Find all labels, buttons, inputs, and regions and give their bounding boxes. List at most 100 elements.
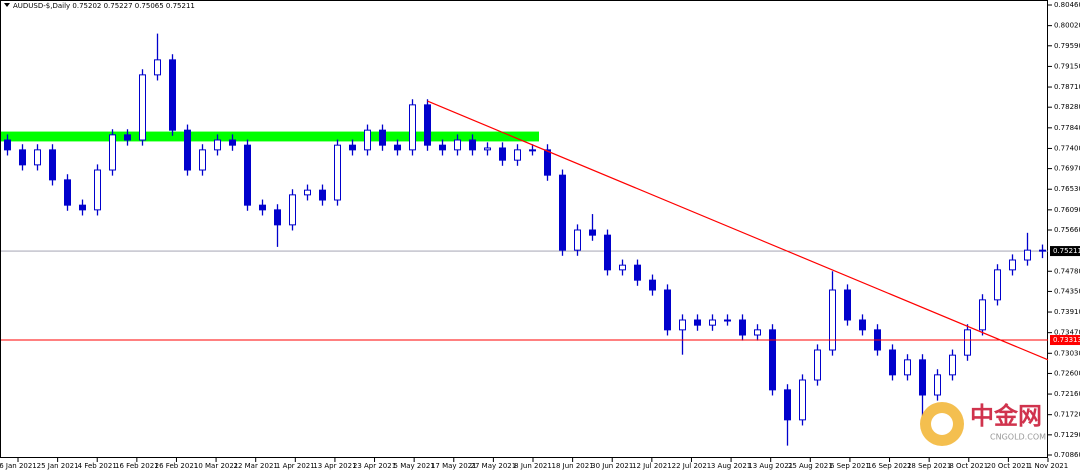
x-tick-label: 22 Jul 2021 (672, 462, 712, 470)
candle-body (634, 264, 641, 281)
x-tick-label: 28 Sep 2021 (907, 462, 951, 470)
candle-body (19, 149, 26, 166)
watermark-title: 中金网 (970, 402, 1042, 430)
watermark-subtitle: CNGOLD.COM (990, 433, 1046, 442)
candle-body (109, 134, 116, 171)
candle-body (424, 104, 431, 146)
x-tick-label: 25 Aug 2021 (788, 462, 833, 470)
candle-body (784, 389, 791, 421)
watermark-logo-inner (931, 413, 953, 435)
candle-body (379, 129, 386, 146)
candle-body (709, 319, 716, 326)
chart-title: AUDUSD-$,Daily 0.75202 0.75227 0.75065 0… (13, 2, 195, 10)
x-tick-label: 8 Jun 2021 (514, 462, 552, 470)
x-tick-label: 16 Sep 2021 (867, 462, 911, 470)
candle-body (529, 149, 536, 152)
candle-body (484, 147, 491, 151)
price-box (1050, 335, 1080, 346)
candle-body (1009, 259, 1016, 271)
x-tick-label: 10 Mar 2021 (194, 462, 238, 470)
x-tick-label: 5 May 2021 (394, 462, 435, 470)
y-tick-label: 0.70860 (1054, 451, 1080, 459)
candle-body (184, 129, 191, 171)
trendline (427, 100, 1049, 361)
candle-body (1039, 249, 1046, 252)
candle-body (949, 354, 956, 376)
candle-body (994, 269, 1001, 301)
candle-body (229, 139, 236, 146)
candle-body (799, 379, 806, 421)
candle-body (574, 229, 581, 251)
candle-body (724, 319, 731, 322)
candle-body (649, 279, 656, 291)
candle-body (34, 149, 41, 166)
x-tick-label: 17 May 2021 (431, 462, 477, 470)
x-tick-label: 4 Feb 2021 (78, 462, 117, 470)
candle-body (244, 144, 251, 206)
x-tick-label: 25 Jan 2021 (37, 462, 79, 470)
candle-body (124, 134, 131, 141)
candle-body (139, 74, 146, 141)
candle-body (4, 139, 11, 151)
candle-body (844, 289, 851, 321)
candle-body (79, 204, 86, 211)
menu-icon (4, 3, 10, 7)
candle-body (589, 229, 596, 236)
candle-body (259, 204, 266, 211)
x-tick-label: 13 Aug 2021 (748, 462, 793, 470)
x-tick-label: 30 Jun 2021 (591, 462, 633, 470)
candle-body (679, 319, 686, 331)
candle-body (94, 169, 101, 211)
candle-body (439, 144, 446, 151)
x-tick-label: 6 Sep 2021 (830, 462, 870, 470)
candle-body (859, 319, 866, 331)
candle-body (664, 289, 671, 331)
price-box-label: 0.75211 (1053, 247, 1080, 255)
x-tick-label: 16 Feb 2021 (115, 462, 159, 470)
candle-body (739, 319, 746, 336)
candle-body (934, 374, 941, 396)
candle-body (889, 349, 896, 376)
x-tick-label: 23 Apr 2021 (353, 462, 396, 470)
x-tick-label: 22 Mar 2021 (233, 462, 277, 470)
x-tick-label: 26 Feb 2021 (155, 462, 199, 470)
candle-body (964, 329, 971, 356)
candle-body (199, 149, 206, 171)
x-tick-label: 6 Jan 2021 (0, 462, 37, 470)
candle-body (979, 299, 986, 331)
candle-body (49, 149, 56, 181)
x-tick-label: 12 Jul 2021 (632, 462, 672, 470)
x-tick-label: 1 Nov 2021 (1028, 462, 1068, 470)
candle-body (214, 139, 221, 151)
candle-body (334, 144, 341, 201)
x-tick-label: 20 Oct 2021 (987, 462, 1030, 470)
candle-body (469, 139, 476, 151)
x-tick-label: 3 Aug 2021 (711, 462, 751, 470)
resistance-zone (1, 131, 539, 142)
candle-body (394, 144, 401, 151)
candle-body (904, 359, 911, 376)
x-tick-label: 27 May 2021 (471, 462, 517, 470)
candle-body (559, 174, 566, 251)
candle-body (64, 179, 71, 206)
x-tick-label: 13 Apr 2021 (313, 462, 356, 470)
x-tick-label: 8 Oct 2021 (949, 462, 988, 470)
